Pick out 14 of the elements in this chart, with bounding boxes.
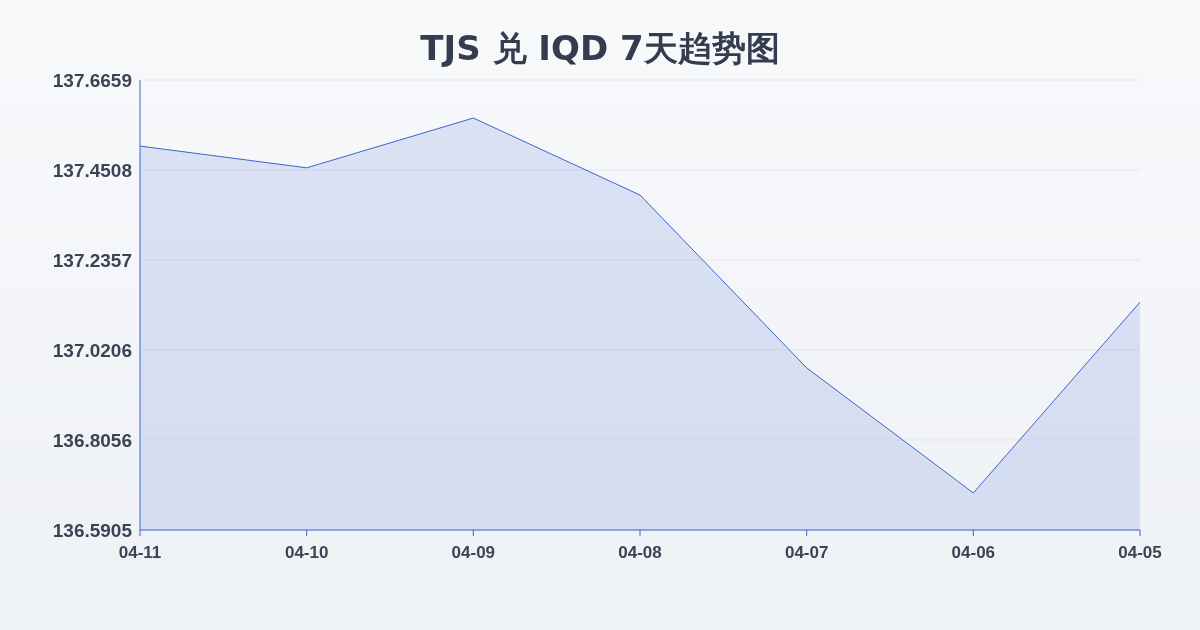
chart-title: TJS 兑 IQD 7天趋势图 [420, 28, 780, 68]
x-tick-label: 04-10 [284, 543, 329, 562]
y-tick-label: 136.8056 [52, 429, 132, 451]
x-tick-label: 04-07 [784, 543, 829, 562]
x-tick-label: 04-06 [951, 543, 996, 562]
y-tick-label: 137.2357 [52, 249, 132, 271]
x-tick-label: 04-08 [618, 543, 662, 562]
y-tick-label: 137.6659 [52, 69, 132, 91]
y-tick-label: 136.5905 [52, 519, 133, 541]
x-tick-label: 04-09 [451, 543, 496, 562]
x-tick-label: 04-05 [1118, 543, 1162, 562]
y-tick-label: 137.0206 [52, 339, 132, 361]
x-tick-label: 04-11 [118, 543, 162, 562]
y-tick-label: 137.4508 [52, 159, 132, 181]
